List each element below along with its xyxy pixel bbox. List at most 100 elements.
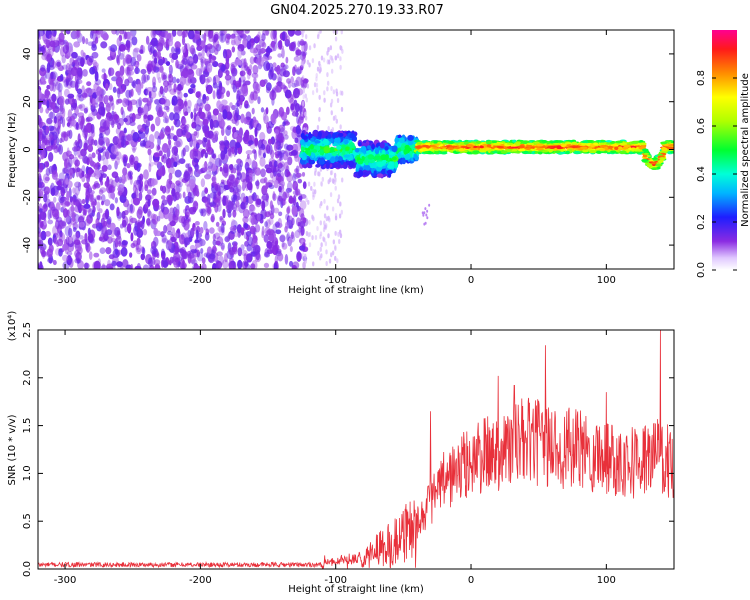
heatmap-cell	[133, 156, 139, 164]
heatmap-cell	[41, 185, 46, 192]
heatmap-cell	[107, 164, 112, 171]
heatmap-cell	[138, 191, 143, 202]
heatmap-cell	[255, 73, 259, 79]
heatmap-cell	[109, 203, 115, 211]
heatmap-cell	[300, 139, 305, 146]
heatmap-cell	[91, 152, 96, 159]
heatmap-cell	[261, 42, 267, 48]
heatmap-cell	[244, 129, 250, 139]
heatmap-cell	[232, 202, 237, 212]
heatmap-cell	[144, 87, 149, 97]
heatmap-cell	[328, 258, 332, 264]
heatmap-cell	[268, 234, 275, 242]
heatmap-cell	[130, 232, 134, 242]
heatmap-cell	[174, 118, 181, 128]
heatmap-cell	[318, 68, 322, 74]
heatmap-cell	[126, 163, 131, 169]
heatmap-cell	[174, 232, 179, 239]
heatmap-cell	[369, 163, 376, 169]
heatmap-cell	[147, 198, 151, 207]
heatmap-cell	[108, 67, 112, 77]
heatmap-cell	[212, 153, 217, 159]
heatmap-cell	[109, 222, 116, 232]
heatmap-cell	[181, 54, 185, 62]
heatmap-cell	[82, 69, 88, 77]
heatmap-cell	[38, 191, 41, 202]
heatmap-cell	[194, 166, 199, 175]
heatmap-cell	[243, 196, 247, 203]
heatmap-cell	[69, 172, 73, 180]
heatmap-cell	[222, 48, 228, 59]
heatmap-cell	[286, 171, 291, 176]
heatmap-cell	[304, 34, 308, 40]
heatmap-cell	[366, 150, 371, 155]
heatmap-cell	[325, 161, 330, 170]
heatmap-cell	[302, 181, 307, 190]
heatmap-cell	[167, 133, 171, 140]
heatmap-cell	[134, 187, 139, 199]
heatmap-cell	[59, 103, 65, 115]
heatmap-cell	[286, 144, 294, 151]
heatmap-cell	[81, 92, 88, 98]
heatmap-cell	[291, 217, 295, 226]
heatmap-cell	[81, 198, 86, 205]
heatmap-cell	[124, 226, 128, 233]
heatmap-cell	[115, 242, 119, 248]
heatmap-cell	[161, 185, 167, 194]
heatmap-cell	[276, 159, 282, 167]
heatmap-cell	[120, 106, 124, 116]
heatmap-cell	[278, 185, 282, 193]
heatmap-cell	[94, 36, 99, 44]
heatmap-cell	[316, 34, 320, 40]
heatmap-cell	[41, 45, 45, 55]
heatmap-cell	[265, 87, 271, 94]
heatmap-cell	[246, 66, 250, 75]
heatmap-cell	[173, 259, 179, 268]
heatmap-cell	[311, 148, 318, 153]
heatmap-cell	[54, 102, 60, 109]
heatmap-cell	[108, 95, 114, 102]
heatmap-cell	[158, 31, 166, 39]
heatmap-cell	[62, 243, 69, 251]
heatmap-cell	[105, 210, 109, 219]
heatmap-cell	[101, 164, 108, 172]
heatmap-cell	[320, 181, 323, 187]
heatmap-cell	[129, 217, 137, 224]
heatmap-cell	[73, 239, 81, 245]
heatmap-cell	[153, 227, 159, 236]
heatmap-cell	[161, 234, 167, 243]
heatmap-cell	[248, 64, 253, 71]
heatmap-cell	[129, 252, 133, 258]
heatmap-cell	[129, 154, 135, 166]
heatmap-cell	[64, 225, 71, 237]
heatmap-cell	[295, 172, 302, 178]
heatmap-cell	[332, 239, 336, 245]
heatmap-cell	[320, 55, 324, 61]
heatmap-cell	[176, 183, 182, 193]
heatmap-cell	[126, 133, 133, 141]
heatmap-cell	[131, 36, 138, 46]
heatmap-cell	[302, 94, 305, 100]
heatmap-cell	[38, 39, 39, 43]
heatmap-cell	[146, 86, 154, 92]
heatmap-cell	[261, 230, 265, 239]
heatmap-cell	[70, 104, 74, 111]
heatmap-cell	[241, 183, 246, 192]
heatmap-cell	[41, 53, 48, 61]
heatmap-cell	[312, 194, 315, 200]
heatmap-cell	[45, 125, 50, 134]
heatmap-cell	[77, 133, 81, 144]
heatmap-cell	[324, 241, 328, 247]
heatmap-cell	[297, 252, 303, 260]
heatmap-cell	[344, 138, 349, 145]
heatmap-cell	[365, 170, 373, 175]
heatmap-cell	[78, 216, 85, 224]
heatmap-cell	[77, 148, 82, 158]
heatmap-cell	[66, 122, 71, 127]
heatmap-cell	[313, 181, 316, 187]
heatmap-cell	[271, 174, 276, 183]
heatmap-cell	[47, 125, 55, 132]
heatmap-cell	[272, 193, 277, 202]
heatmap-cell	[111, 192, 115, 201]
heatmap-cell	[264, 248, 270, 257]
